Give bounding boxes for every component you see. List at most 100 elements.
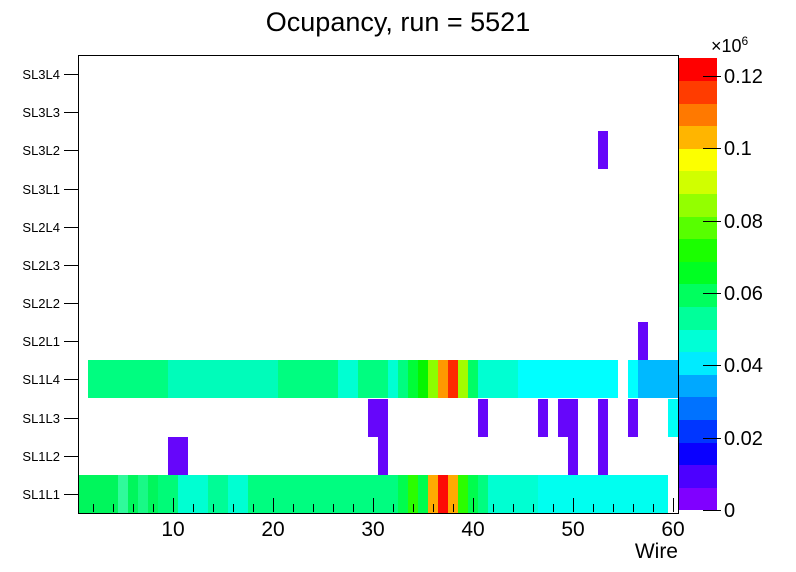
- colorbar-tick: [703, 365, 721, 367]
- heatmap-cell: [358, 360, 388, 399]
- x-minor-tick: [513, 504, 514, 512]
- x-minor-tick: [533, 504, 534, 512]
- x-tick-label: 30: [361, 518, 385, 541]
- x-tick-label: 20: [261, 518, 285, 541]
- heatmap-cell: [148, 474, 158, 513]
- heatmap-cell: [668, 398, 678, 437]
- heatmap-cell: [388, 360, 398, 399]
- x-minor-tick: [93, 504, 94, 512]
- y-tick: [64, 74, 78, 76]
- colorbar-tick-label: 0.06: [724, 283, 763, 306]
- colorbar-tick: [703, 437, 721, 439]
- y-row-label: SL2L3: [22, 257, 60, 273]
- colorbar-tick: [703, 293, 721, 295]
- heatmap-cell: [118, 474, 128, 513]
- x-minor-tick: [113, 504, 114, 512]
- colorbar-band: [679, 487, 717, 511]
- x-minor-tick: [453, 504, 454, 512]
- x-major-tick: [273, 498, 274, 512]
- y-row-label: SL2L2: [22, 296, 60, 312]
- x-major-tick: [473, 498, 474, 512]
- heatmap-cell: [478, 360, 518, 399]
- heatmap-cell: [558, 398, 578, 437]
- x-minor-tick: [613, 504, 614, 512]
- y-tick: [64, 341, 78, 343]
- colorbar-band: [679, 58, 717, 82]
- x-minor-tick: [293, 504, 294, 512]
- heatmap-cell: [368, 398, 388, 437]
- x-minor-tick: [553, 504, 554, 512]
- y-tick: [64, 417, 78, 419]
- x-minor-tick: [313, 504, 314, 512]
- heatmap-cell: [538, 474, 668, 513]
- heatmap-cell: [338, 360, 358, 399]
- x-major-tick: [573, 498, 574, 512]
- x-major-tick: [673, 498, 674, 512]
- x-tick-label: 40: [461, 518, 485, 541]
- heatmap-cell: [448, 474, 458, 513]
- colorbar-band: [679, 329, 717, 353]
- colorbar-band: [679, 374, 717, 398]
- colorbar-band: [679, 238, 717, 262]
- x-minor-tick: [493, 504, 494, 512]
- y-row-label: SL1L4: [22, 372, 60, 388]
- heatmap-cell: [398, 474, 408, 513]
- x-minor-tick: [353, 504, 354, 512]
- heatmap-cell: [458, 360, 468, 399]
- heatmap-cell: [598, 131, 608, 170]
- y-tick: [64, 493, 78, 495]
- heatmap-cell: [468, 474, 478, 513]
- heatmap-cell: [438, 474, 448, 513]
- x-minor-tick: [333, 504, 334, 512]
- y-tick: [64, 264, 78, 266]
- colorbar-band: [679, 103, 717, 127]
- heatmap-cell: [408, 474, 418, 513]
- y-row-label: SL2L4: [22, 219, 60, 235]
- colorbar-exponent-power: 6: [741, 34, 749, 48]
- colorbar-tick: [703, 148, 721, 150]
- x-tick-label: 10: [161, 518, 185, 541]
- colorbar-tick-label: 0.08: [724, 210, 763, 233]
- colorbar-band: [679, 125, 717, 149]
- colorbar-band: [679, 306, 717, 330]
- colorbar-tick: [703, 510, 721, 511]
- y-tick: [64, 303, 78, 305]
- colorbar-band: [679, 397, 717, 421]
- heatmap-cell: [628, 360, 638, 399]
- heatmap-cell: [168, 436, 188, 475]
- heatmap-cell: [378, 436, 388, 475]
- y-tick: [64, 379, 78, 381]
- y-tick: [64, 226, 78, 228]
- x-minor-tick: [153, 504, 154, 512]
- colorbar-band: [679, 351, 717, 375]
- heatmap-cell: [478, 398, 488, 437]
- colorbar-band: [679, 193, 717, 217]
- x-axis-title: Wire: [634, 540, 678, 563]
- y-row-label: SL3L2: [22, 143, 60, 159]
- x-minor-tick: [413, 504, 414, 512]
- colorbar-band: [679, 80, 717, 104]
- y-row-label: SL3L3: [22, 105, 60, 121]
- colorbar-band: [679, 261, 717, 285]
- heatmap-cell: [398, 360, 408, 399]
- colorbar-band: [679, 216, 717, 240]
- colorbar-band: [679, 284, 717, 308]
- heatmap-cell: [168, 360, 278, 399]
- heatmap-cell: [638, 322, 648, 361]
- colorbar-band: [679, 171, 717, 195]
- plot-frame: [78, 55, 679, 514]
- heatmap-cell: [468, 360, 478, 399]
- x-minor-tick: [133, 504, 134, 512]
- y-row-label: SL1L1: [22, 486, 60, 502]
- x-minor-tick: [393, 504, 394, 512]
- y-row-label: SL1L3: [22, 410, 60, 426]
- colorbar-exponent: ×106: [711, 34, 748, 57]
- y-row-label: SL3L1: [22, 181, 60, 197]
- colorbar-tick: [703, 220, 721, 222]
- x-minor-tick: [193, 504, 194, 512]
- x-minor-tick: [213, 504, 214, 512]
- x-minor-tick: [433, 504, 434, 512]
- heatmap-cell: [208, 474, 228, 513]
- colorbar-tick: [703, 76, 721, 78]
